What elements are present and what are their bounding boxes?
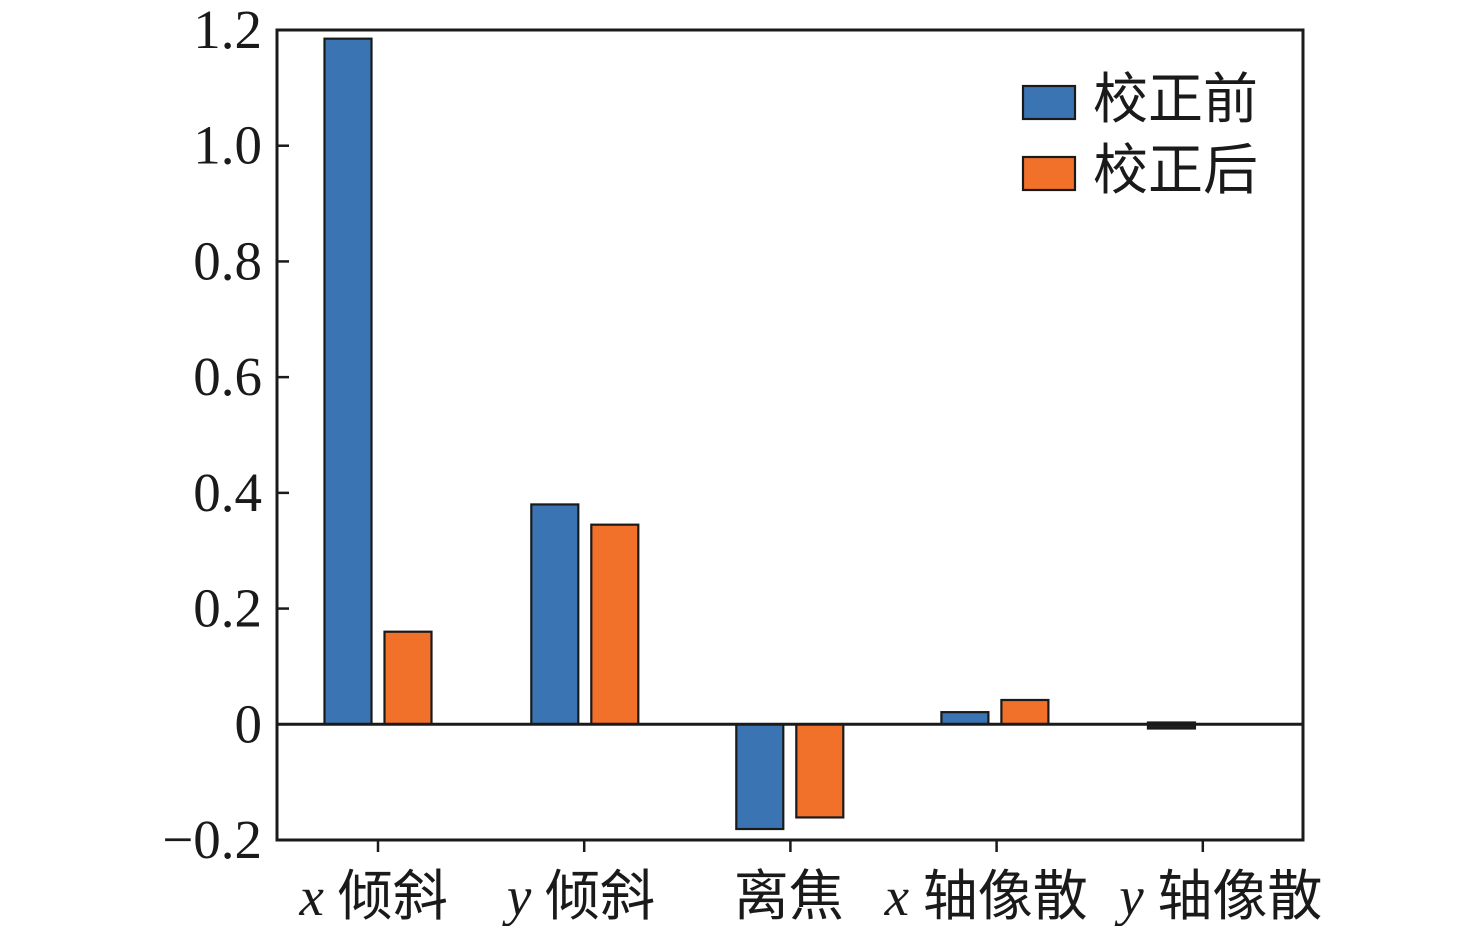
svg-text:0.4: 0.4 <box>193 462 262 523</box>
svg-text:1.2: 1.2 <box>193 0 262 60</box>
svg-text:校正后: 校正后 <box>1093 140 1258 201</box>
svg-text:0: 0 <box>235 693 263 754</box>
svg-text:x 轴像散: x 轴像散 <box>884 866 1088 926</box>
svg-text:校正前: 校正前 <box>1093 69 1258 130</box>
svg-text:−0.2: −0.2 <box>162 809 262 870</box>
svg-text:离焦: 离焦 <box>734 866 844 926</box>
svg-text:0.8: 0.8 <box>193 230 262 291</box>
svg-text:x 倾斜: x 倾斜 <box>299 866 448 926</box>
svg-text:0.2: 0.2 <box>193 578 262 639</box>
svg-text:0.6: 0.6 <box>193 346 262 407</box>
svg-text:y 倾斜: y 倾斜 <box>502 866 655 926</box>
svg-text:1.0: 1.0 <box>193 115 262 176</box>
svg-text:y 轴像散: y 轴像散 <box>1114 866 1322 926</box>
